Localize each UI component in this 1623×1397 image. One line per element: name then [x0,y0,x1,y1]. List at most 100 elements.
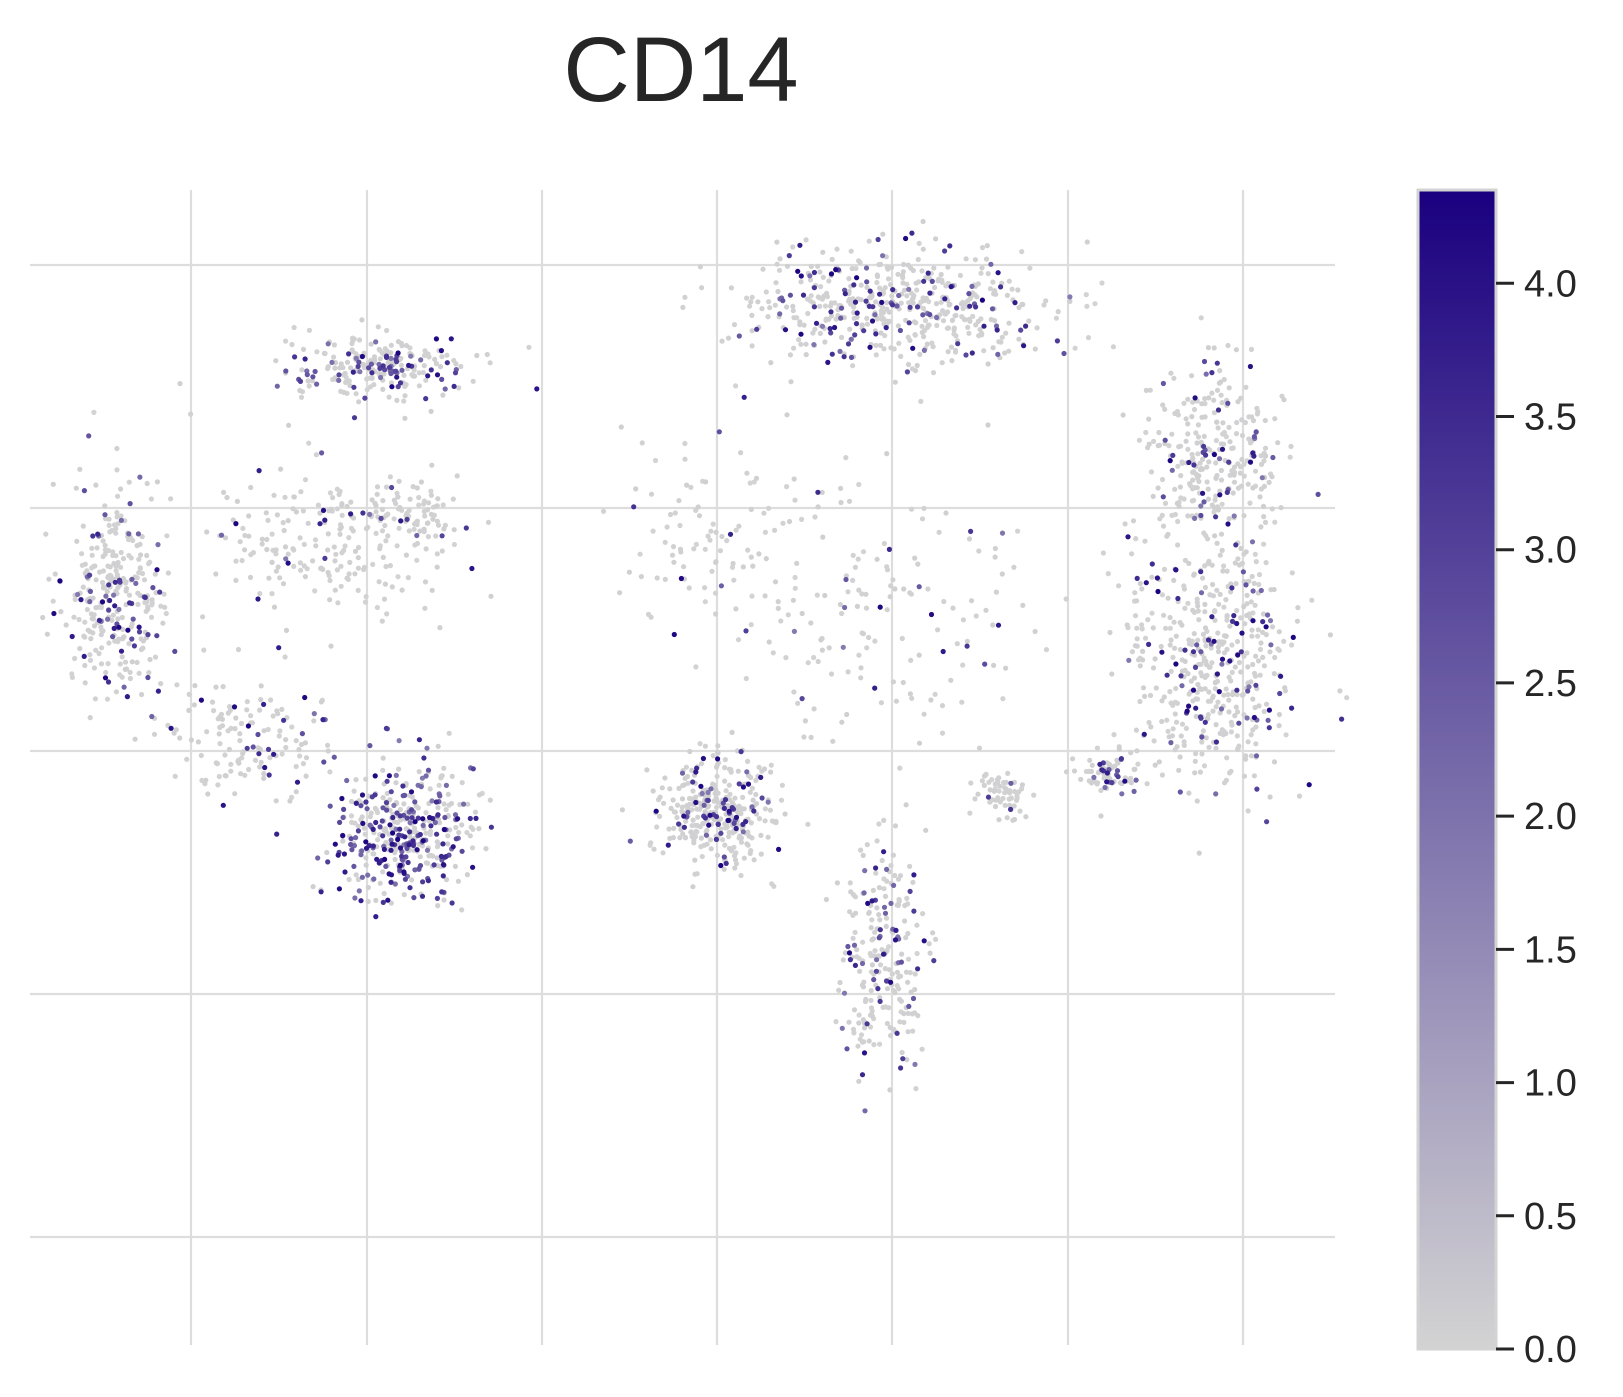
data-point [1262,453,1268,459]
data-point [884,300,890,306]
data-point [1264,701,1270,707]
data-point [424,520,430,526]
data-point [925,270,931,276]
data-point [626,569,633,575]
data-point [701,802,707,808]
data-point [1054,338,1060,344]
data-point [168,725,174,731]
data-point [335,852,341,858]
data-point [92,696,98,702]
data-point [165,570,171,576]
data-point [968,598,975,604]
data-point [259,536,265,542]
data-point [884,878,890,884]
data-point [1172,645,1178,651]
data-point [356,544,362,551]
data-point [443,807,449,813]
data-point [352,548,359,555]
data-point [198,752,204,759]
data-point [944,325,951,331]
data-point [680,831,686,837]
data-point [383,800,390,806]
data-point [981,773,988,779]
data-point [763,556,769,562]
data-point [920,312,926,318]
data-point [873,342,879,348]
data-point [349,340,355,347]
data-point [1006,796,1012,802]
data-point [833,1019,839,1025]
data-point [972,796,978,802]
data-point [377,546,383,552]
data-point [81,653,87,660]
data-point [344,575,350,581]
data-point [887,1087,893,1093]
data-point [380,363,386,369]
data-point [124,694,130,700]
data-point [1211,609,1218,615]
data-point [761,766,768,772]
data-point [732,795,738,801]
data-point [331,754,337,760]
data-point [78,597,84,603]
data-point [662,576,668,583]
data-point [439,376,445,382]
data-point [733,527,739,533]
data-point [1017,808,1023,814]
data-point [106,607,112,613]
data-point [869,1013,875,1019]
data-point [383,863,389,870]
data-point [863,591,869,597]
data-point [915,256,921,263]
data-point [1204,672,1210,678]
data-point [95,531,101,537]
data-point [1143,429,1149,436]
data-point [682,835,689,841]
data-point [294,779,301,785]
data-point [858,282,864,288]
data-point [987,787,993,793]
data-point [1245,481,1251,487]
data-point [141,577,148,583]
data-point [341,547,347,554]
data-point [1213,739,1219,745]
data-point [1172,410,1178,417]
data-point [356,359,362,365]
data-point [296,747,302,753]
data-point [880,309,887,316]
data-point [924,341,930,347]
data-point [708,846,714,852]
data-point [86,433,92,439]
data-point [710,521,716,527]
data-point [1015,287,1021,293]
data-point [398,362,405,368]
data-point [968,528,974,535]
data-point [881,540,888,547]
data-point [912,1061,918,1067]
data-point [740,564,746,570]
colorbar-tick-label: 0.5 [1524,1196,1577,1238]
data-point [1210,581,1216,588]
data-point [1055,309,1061,315]
data-point [1258,587,1264,594]
data-point [1116,583,1122,589]
data-point [1088,780,1095,786]
data-point [778,797,785,803]
data-point [873,331,879,337]
data-point [397,845,404,851]
data-point [312,588,318,594]
data-point [903,802,909,808]
data-point [388,380,394,386]
data-point [282,494,288,500]
data-point [1202,609,1208,615]
data-point [429,462,435,468]
data-point [1147,387,1153,393]
data-point [120,626,126,633]
data-point [1250,661,1256,668]
data-point [966,536,973,542]
data-point [873,865,879,871]
data-point [346,351,352,357]
data-point [1097,761,1103,767]
data-point [265,517,271,524]
data-point [910,1028,916,1034]
